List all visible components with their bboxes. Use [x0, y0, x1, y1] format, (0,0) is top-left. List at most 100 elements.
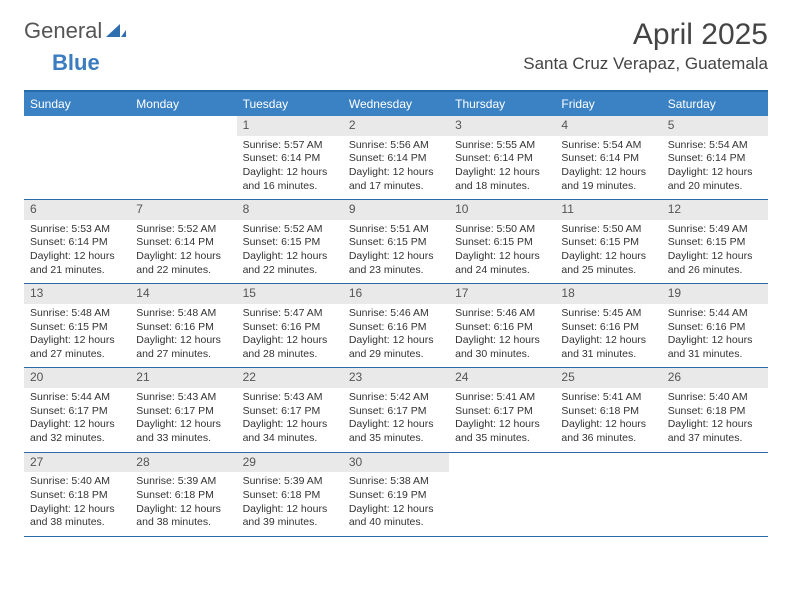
daylight-text-1: Daylight: 12 hours	[455, 418, 549, 432]
daylight-text-2: and 37 minutes.	[668, 432, 762, 446]
day-number: 17	[449, 284, 555, 304]
day-number: 6	[24, 200, 130, 220]
sunrise-text: Sunrise: 5:44 AM	[30, 391, 124, 405]
weekday-header: Tuesday	[237, 92, 343, 116]
daylight-text-1: Daylight: 12 hours	[349, 250, 443, 264]
daylight-text-1: Daylight: 12 hours	[349, 334, 443, 348]
sunrise-text: Sunrise: 5:50 AM	[561, 223, 655, 237]
day-cell: 18Sunrise: 5:45 AMSunset: 6:16 PMDayligh…	[555, 284, 661, 367]
sunset-text: Sunset: 6:16 PM	[136, 321, 230, 335]
day-number: 12	[662, 200, 768, 220]
day-cell: .	[555, 453, 661, 536]
daylight-text-1: Daylight: 12 hours	[136, 334, 230, 348]
day-body: Sunrise: 5:45 AMSunset: 6:16 PMDaylight:…	[555, 304, 661, 368]
weekday-header: Monday	[130, 92, 236, 116]
daylight-text-1: Daylight: 12 hours	[136, 503, 230, 517]
day-body: Sunrise: 5:44 AMSunset: 6:17 PMDaylight:…	[24, 388, 130, 452]
day-cell: 10Sunrise: 5:50 AMSunset: 6:15 PMDayligh…	[449, 200, 555, 283]
daylight-text-1: Daylight: 12 hours	[243, 250, 337, 264]
week-row: 20Sunrise: 5:44 AMSunset: 6:17 PMDayligh…	[24, 368, 768, 452]
daylight-text-2: and 17 minutes.	[349, 180, 443, 194]
day-cell: 26Sunrise: 5:40 AMSunset: 6:18 PMDayligh…	[662, 368, 768, 451]
day-number: 1	[237, 116, 343, 136]
daylight-text-2: and 21 minutes.	[30, 264, 124, 278]
weekday-header: Sunday	[24, 92, 130, 116]
sunrise-text: Sunrise: 5:46 AM	[455, 307, 549, 321]
daylight-text-1: Daylight: 12 hours	[668, 418, 762, 432]
weekday-header: Wednesday	[343, 92, 449, 116]
daylight-text-1: Daylight: 12 hours	[30, 250, 124, 264]
daylight-text-1: Daylight: 12 hours	[455, 166, 549, 180]
day-cell: 25Sunrise: 5:41 AMSunset: 6:18 PMDayligh…	[555, 368, 661, 451]
sunset-text: Sunset: 6:15 PM	[30, 321, 124, 335]
logo-text-blue: Blue	[52, 50, 100, 75]
day-body: Sunrise: 5:42 AMSunset: 6:17 PMDaylight:…	[343, 388, 449, 452]
day-cell: 28Sunrise: 5:39 AMSunset: 6:18 PMDayligh…	[130, 453, 236, 536]
sunrise-text: Sunrise: 5:49 AM	[668, 223, 762, 237]
day-cell: .	[662, 453, 768, 536]
daylight-text-1: Daylight: 12 hours	[243, 334, 337, 348]
sunrise-text: Sunrise: 5:43 AM	[136, 391, 230, 405]
day-body: Sunrise: 5:41 AMSunset: 6:17 PMDaylight:…	[449, 388, 555, 452]
day-number: 9	[343, 200, 449, 220]
day-cell: 17Sunrise: 5:46 AMSunset: 6:16 PMDayligh…	[449, 284, 555, 367]
daylight-text-2: and 27 minutes.	[136, 348, 230, 362]
sunset-text: Sunset: 6:14 PM	[349, 152, 443, 166]
day-body: Sunrise: 5:52 AMSunset: 6:14 PMDaylight:…	[130, 220, 236, 284]
day-body: Sunrise: 5:47 AMSunset: 6:16 PMDaylight:…	[237, 304, 343, 368]
day-number: 13	[24, 284, 130, 304]
sunrise-text: Sunrise: 5:52 AM	[136, 223, 230, 237]
sunrise-text: Sunrise: 5:55 AM	[455, 139, 549, 153]
sunset-text: Sunset: 6:15 PM	[668, 236, 762, 250]
day-body: Sunrise: 5:55 AMSunset: 6:14 PMDaylight:…	[449, 136, 555, 200]
sunset-text: Sunset: 6:15 PM	[455, 236, 549, 250]
daylight-text-2: and 24 minutes.	[455, 264, 549, 278]
day-number: 30	[343, 453, 449, 473]
day-number: 28	[130, 453, 236, 473]
sunset-text: Sunset: 6:17 PM	[455, 405, 549, 419]
day-number: 19	[662, 284, 768, 304]
day-cell: .	[449, 453, 555, 536]
day-number: 27	[24, 453, 130, 473]
day-cell: 20Sunrise: 5:44 AMSunset: 6:17 PMDayligh…	[24, 368, 130, 451]
daylight-text-2: and 38 minutes.	[30, 516, 124, 530]
daylight-text-2: and 31 minutes.	[668, 348, 762, 362]
week-row: 27Sunrise: 5:40 AMSunset: 6:18 PMDayligh…	[24, 453, 768, 537]
day-number: 25	[555, 368, 661, 388]
daylight-text-1: Daylight: 12 hours	[349, 418, 443, 432]
day-cell: 9Sunrise: 5:51 AMSunset: 6:15 PMDaylight…	[343, 200, 449, 283]
daylight-text-2: and 27 minutes.	[30, 348, 124, 362]
day-body: Sunrise: 5:50 AMSunset: 6:15 PMDaylight:…	[449, 220, 555, 284]
weekday-header-row: Sunday Monday Tuesday Wednesday Thursday…	[24, 92, 768, 116]
sunset-text: Sunset: 6:16 PM	[668, 321, 762, 335]
day-cell: 7Sunrise: 5:52 AMSunset: 6:14 PMDaylight…	[130, 200, 236, 283]
sunset-text: Sunset: 6:17 PM	[30, 405, 124, 419]
daylight-text-1: Daylight: 12 hours	[30, 334, 124, 348]
day-number: 11	[555, 200, 661, 220]
week-row: 13Sunrise: 5:48 AMSunset: 6:15 PMDayligh…	[24, 284, 768, 368]
daylight-text-1: Daylight: 12 hours	[349, 166, 443, 180]
day-number: 20	[24, 368, 130, 388]
day-body: Sunrise: 5:50 AMSunset: 6:15 PMDaylight:…	[555, 220, 661, 284]
day-body: Sunrise: 5:52 AMSunset: 6:15 PMDaylight:…	[237, 220, 343, 284]
day-body: Sunrise: 5:48 AMSunset: 6:15 PMDaylight:…	[24, 304, 130, 368]
daylight-text-2: and 16 minutes.	[243, 180, 337, 194]
day-number: 7	[130, 200, 236, 220]
weekday-header: Saturday	[662, 92, 768, 116]
sunrise-text: Sunrise: 5:48 AM	[30, 307, 124, 321]
daylight-text-1: Daylight: 12 hours	[455, 334, 549, 348]
day-number: 21	[130, 368, 236, 388]
day-number: 10	[449, 200, 555, 220]
sunrise-text: Sunrise: 5:50 AM	[455, 223, 549, 237]
sunrise-text: Sunrise: 5:38 AM	[349, 475, 443, 489]
day-body: Sunrise: 5:48 AMSunset: 6:16 PMDaylight:…	[130, 304, 236, 368]
day-body: Sunrise: 5:38 AMSunset: 6:19 PMDaylight:…	[343, 472, 449, 536]
daylight-text-1: Daylight: 12 hours	[243, 166, 337, 180]
day-cell: 14Sunrise: 5:48 AMSunset: 6:16 PMDayligh…	[130, 284, 236, 367]
daylight-text-2: and 18 minutes.	[455, 180, 549, 194]
calendar: Sunday Monday Tuesday Wednesday Thursday…	[24, 90, 768, 537]
sunrise-text: Sunrise: 5:48 AM	[136, 307, 230, 321]
sunrise-text: Sunrise: 5:53 AM	[30, 223, 124, 237]
daylight-text-2: and 20 minutes.	[668, 180, 762, 194]
day-cell: 19Sunrise: 5:44 AMSunset: 6:16 PMDayligh…	[662, 284, 768, 367]
